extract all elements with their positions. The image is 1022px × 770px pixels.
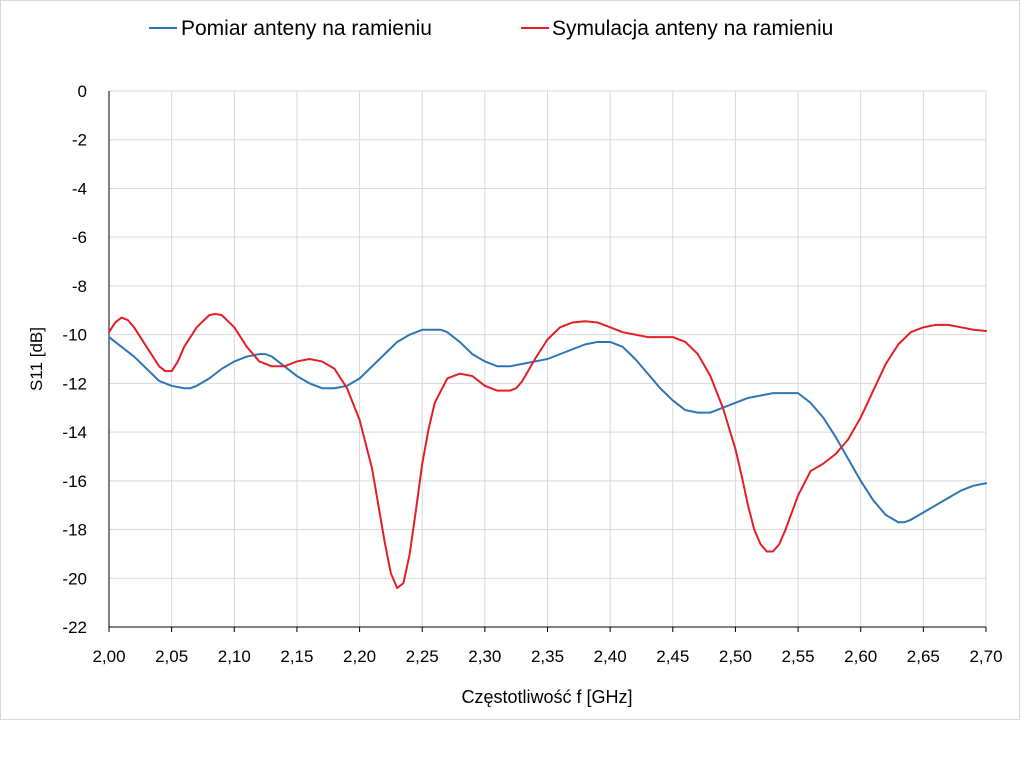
series-line-2 <box>108 312 987 590</box>
x-tick-label: 2,40 <box>594 647 627 666</box>
y-tick-label: -2 <box>72 131 87 150</box>
x-tick-label: 2,20 <box>343 647 376 666</box>
y-tick-label: -16 <box>62 472 87 491</box>
y-tick-label: 0 <box>78 82 87 101</box>
y-tick-label: -12 <box>62 374 87 393</box>
x-tick-label: 2,05 <box>155 647 188 666</box>
x-tick-label: 2,25 <box>406 647 439 666</box>
x-tick-label: 2,50 <box>719 647 752 666</box>
x-tick-label: 2,00 <box>92 647 125 666</box>
y-tick-label: -4 <box>72 179 87 198</box>
y-tick-label: -14 <box>62 423 87 442</box>
y-tick-label: -6 <box>72 228 87 247</box>
x-tick-label: 2,45 <box>656 647 689 666</box>
x-tick-label: 2,35 <box>531 647 564 666</box>
x-tick-label: 2,55 <box>782 647 815 666</box>
y-tick-label: -18 <box>62 521 87 540</box>
legend-label-2: Symulacja anteny na ramieniu <box>552 17 833 40</box>
chart-frame: Pomiar anteny na ramieniu Symulacja anten… <box>0 0 1020 720</box>
legend: Pomiar anteny na ramieniu Symulacja anten… <box>149 17 833 40</box>
x-tick-label: 2,15 <box>280 647 313 666</box>
y-tick-labels: 0 -2 -4 -6 -8 -10 -12 -14 -16 -18 -20 -22 <box>62 82 87 637</box>
y-tick-label: -20 <box>62 569 87 588</box>
y-tick-label: -8 <box>72 277 87 296</box>
x-tick-label: 2,60 <box>844 647 877 666</box>
x-tick-label: 2,10 <box>218 647 251 666</box>
grid-lines <box>109 90 987 627</box>
x-tick-labels: 2,00 2,05 2,10 2,15 2,20 2,25 2,30 2,35 2,40 2,45… <box>92 647 1002 666</box>
series-lines <box>108 312 987 590</box>
y-tick-label: -22 <box>62 618 87 637</box>
legend-label-1: Pomiar anteny na ramieniu <box>181 17 432 40</box>
y-axis-label: S11 [dB] <box>27 327 46 391</box>
x-axis-label: Częstotliwość f [GHz] <box>461 687 632 707</box>
y-tick-label: -10 <box>62 326 87 345</box>
x-tick-label: 2,65 <box>907 647 940 666</box>
axes <box>108 91 987 632</box>
s11-line-chart: Pomiar anteny na ramieniu Symulacja anten… <box>27 17 1003 707</box>
x-tick-label: 2,70 <box>969 647 1002 666</box>
x-tick-label: 2,30 <box>468 647 501 666</box>
